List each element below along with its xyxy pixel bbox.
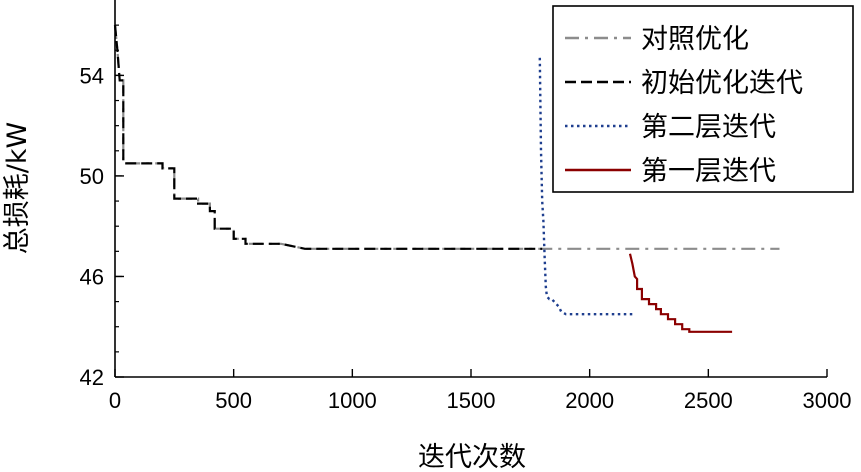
y-tick-label: 46: [80, 264, 104, 289]
y-tick-label: 50: [80, 164, 104, 189]
series-layer: [113, 24, 780, 333]
y-tick-label: 54: [80, 63, 104, 88]
x-tick-label: 2000: [565, 388, 614, 413]
x-tick-label: 1500: [447, 388, 496, 413]
x-tick-label: 0: [109, 388, 121, 413]
series-line-4: [628, 253, 733, 333]
series-line-2: [113, 24, 543, 250]
series-line-3: [538, 57, 633, 316]
x-tick-label: 1000: [328, 388, 377, 413]
x-tick-label: 2500: [684, 388, 733, 413]
legend-label-3: 第二层迭代: [641, 112, 776, 143]
legend-label-1: 对照优化: [641, 24, 749, 55]
legend-label-2: 初始优化迭代: [641, 68, 803, 99]
x-tick-label: 3000: [803, 388, 852, 413]
ticks-layer: 0 500 1000 1500 2000 2500 3000 42 46 50 54: [80, 24, 852, 413]
legend-label-4: 第一层迭代: [641, 156, 776, 187]
x-tick-label: 500: [215, 388, 252, 413]
x-axis-title: 迭代次数: [418, 442, 526, 472]
y-tick-label: 42: [80, 365, 104, 390]
y-axis-title: 总损耗/kW: [2, 122, 33, 254]
